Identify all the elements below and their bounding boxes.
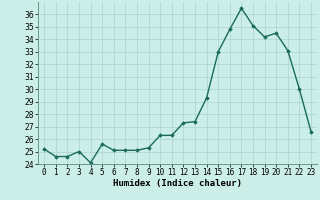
X-axis label: Humidex (Indice chaleur): Humidex (Indice chaleur) <box>113 179 242 188</box>
